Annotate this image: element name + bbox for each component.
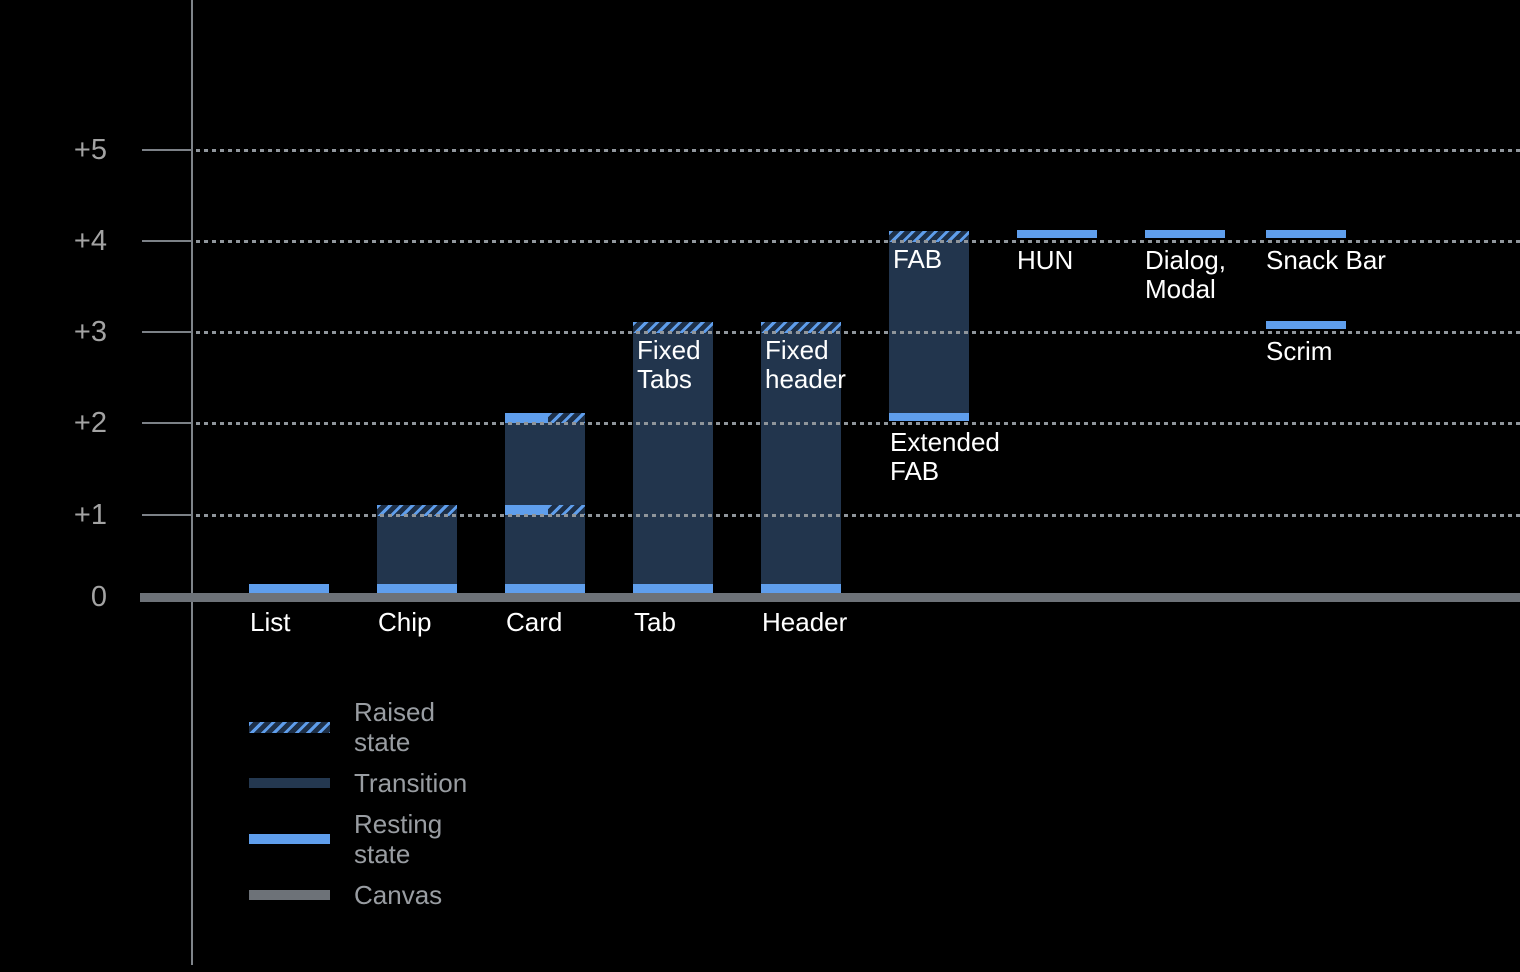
- raised-part: [548, 505, 585, 515]
- bar-header: [761, 322, 841, 593]
- resting-band-snack-bar: [1266, 230, 1346, 238]
- legend-label-resting: Resting state: [354, 809, 443, 869]
- resting-band-fab: [889, 413, 969, 421]
- y-tick-+3: [142, 331, 193, 333]
- inner-label-fab: FAB: [893, 244, 943, 274]
- raised-part: [548, 413, 585, 423]
- y-tick-+5: [142, 149, 193, 151]
- y-tick-label-+3: +3: [73, 316, 107, 348]
- raised-band-header: [761, 322, 841, 333]
- legend-swatch-canvas: [249, 890, 330, 900]
- legend-label-hatch: Raised state: [354, 697, 435, 757]
- gridline-+3: [196, 331, 1520, 334]
- axis-label-tab: Tab: [634, 607, 676, 637]
- raised-band-chip: [377, 505, 457, 516]
- legend-item-canvas: Canvas: [249, 880, 442, 910]
- resting-band-header: [761, 584, 841, 593]
- y-tick-+1: [142, 514, 193, 516]
- axis-label-list: List: [250, 607, 291, 637]
- resting-band-card: [505, 584, 585, 593]
- y-tick-label-+5: +5: [73, 134, 107, 166]
- legend-item-hatch: Raised state: [249, 697, 435, 757]
- raised-band-fab: [889, 231, 969, 242]
- legend-swatch-transition: [249, 778, 330, 788]
- y-tick-label-+2: +2: [73, 407, 107, 439]
- under-label-hun: HUN: [1017, 245, 1074, 275]
- legend-label-transition: Transition: [354, 768, 468, 798]
- resting-band-tab: [633, 584, 713, 593]
- gridline-+5: [196, 149, 1520, 152]
- bar-tab: [633, 322, 713, 593]
- bar-chip: [377, 505, 457, 593]
- y-tick-+2: [142, 422, 193, 424]
- resting-band-dialog-modal: [1145, 230, 1225, 238]
- resting-band-list: [249, 584, 329, 593]
- resting-part: [505, 413, 548, 423]
- y-axis-line: [191, 0, 193, 965]
- gridline-+4: [196, 240, 1520, 243]
- inner-label-header: Fixed header: [765, 335, 846, 394]
- raised-band-tab: [633, 322, 713, 333]
- resting-raised-band-card: [505, 413, 585, 423]
- legend-item-transition: Transition: [249, 768, 467, 798]
- legend-label-canvas: Canvas: [354, 880, 443, 910]
- bar-card: [505, 413, 585, 593]
- resting-band-chip: [377, 584, 457, 593]
- under-label-dialog-modal: Dialog, Modal: [1145, 245, 1226, 304]
- axis-label-chip: Chip: [378, 607, 432, 637]
- resting-band-hun: [1017, 230, 1097, 238]
- legend-swatch-hatch: [249, 721, 330, 733]
- resting-part: [505, 505, 548, 515]
- under-label-scrim: Scrim: [1266, 336, 1333, 366]
- resting-band-scrim: [1266, 321, 1346, 329]
- axis-label-header: Header: [762, 607, 848, 637]
- y-tick-label-0: 0: [90, 581, 107, 613]
- canvas-baseline: [140, 593, 1520, 602]
- gridline-+1: [196, 514, 1520, 517]
- y-tick-label-+1: +1: [73, 499, 107, 531]
- under-label-snack-bar: Snack Bar: [1266, 245, 1386, 275]
- y-tick-+4: [142, 240, 193, 242]
- legend-item-resting: Resting state: [249, 809, 442, 869]
- gridline-+2: [196, 422, 1520, 425]
- below-label-fab: Extended FAB: [890, 427, 1000, 486]
- resting-raised-band-card: [505, 505, 585, 515]
- inner-label-tab: Fixed Tabs: [637, 335, 701, 394]
- y-tick-label-+4: +4: [73, 225, 107, 257]
- legend-swatch-resting: [249, 834, 330, 844]
- bar-fab: [889, 231, 969, 421]
- axis-label-card: Card: [506, 607, 563, 637]
